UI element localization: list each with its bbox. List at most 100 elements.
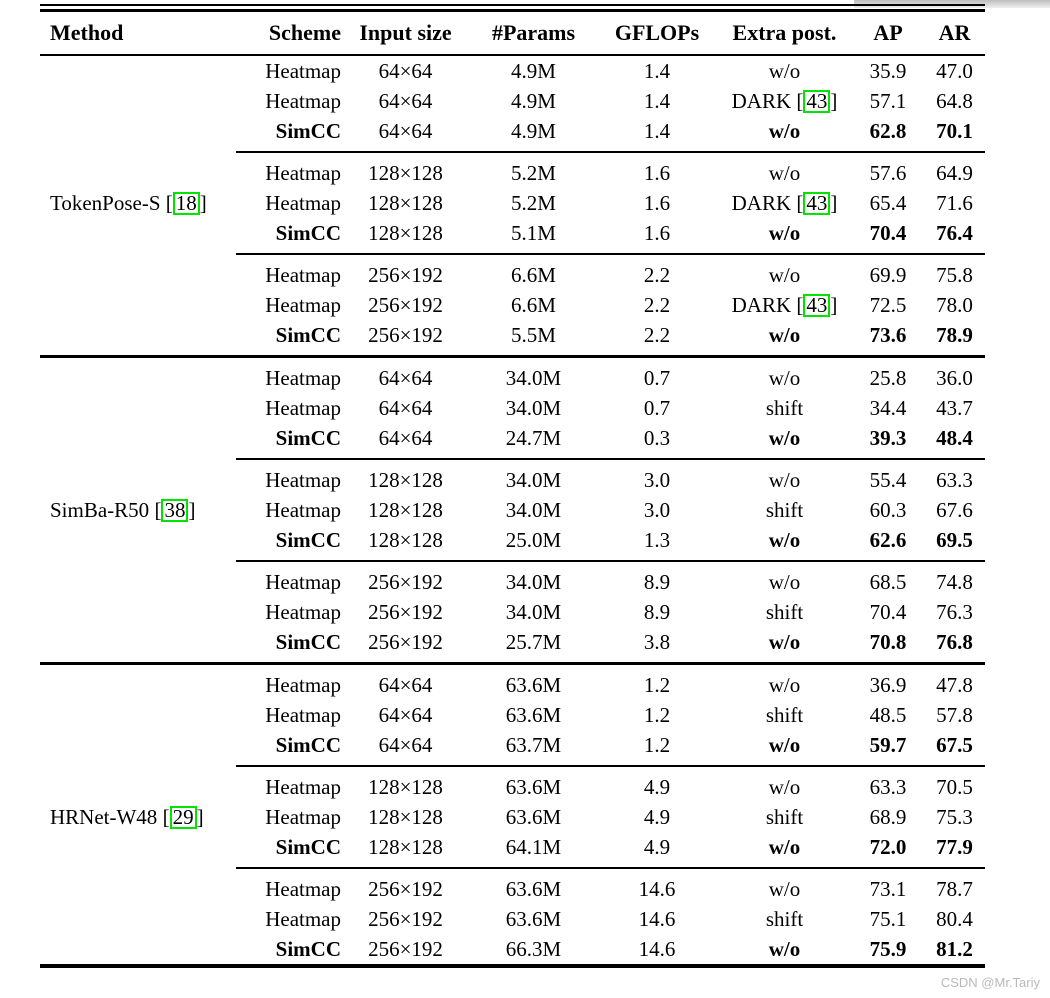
citation-close-bracket: ]	[196, 804, 204, 829]
table-row: Heatmap 128×128 34.0M 3.0 w/o 55.4 63.3	[236, 465, 985, 495]
citation-close-bracket: ]	[830, 292, 838, 317]
citation-link[interactable]: 43	[803, 191, 831, 216]
cell-ar: 48.4	[936, 425, 973, 450]
col-header-gflops: GFLOPs	[614, 20, 700, 45]
cell-gflops: 2.2	[643, 292, 671, 317]
cell-extra: w/o	[768, 118, 801, 143]
cell-extra: DARK [43]	[717, 89, 852, 114]
table-row: SimCC 64×64 4.9M 1.4 w/o 62.8 70.1	[236, 116, 985, 146]
table-row: Heatmap 256×192 6.6M 2.2 DARK [43] 72.5 78.0	[236, 290, 985, 320]
col-header-params: #Params	[491, 20, 576, 45]
cell-scheme: Heatmap	[265, 190, 341, 215]
cell-params: 63.6M	[505, 804, 562, 829]
cell-gflops: 14.6	[638, 906, 676, 931]
cell-scheme: Heatmap	[265, 160, 341, 185]
cell-gflops: 1.6	[643, 190, 671, 215]
cell-ap: 57.6	[869, 160, 907, 185]
cell-extra: w/o	[768, 732, 801, 757]
table-row: SimCC 128×128 5.1M 1.6 w/o 70.4 76.4	[236, 218, 985, 248]
table-row: Heatmap 64×64 34.0M 0.7 shift 34.4 43.7	[236, 393, 985, 423]
cell-ap: 75.1	[869, 906, 907, 931]
cell-params: 34.0M	[505, 467, 562, 492]
cell-ar: 78.7	[936, 876, 973, 901]
cell-input: 128×128	[368, 160, 443, 185]
citation-close-bracket: ]	[188, 497, 196, 522]
cell-params: 63.6M	[505, 906, 562, 931]
cell-ap: 55.4	[869, 467, 907, 492]
cell-input: 256×192	[368, 569, 443, 594]
cell-extra: w/o	[768, 774, 801, 799]
cell-gflops: 1.4	[643, 88, 671, 113]
table-row: Heatmap 128×128 5.2M 1.6 w/o 57.6 64.9	[236, 158, 985, 188]
cell-extra: shift	[765, 497, 804, 522]
cell-ap: 68.9	[869, 804, 907, 829]
cell-input: 128×128	[368, 804, 443, 829]
col-header-input-size: Input size	[359, 20, 452, 45]
citation-link[interactable]: 43	[803, 89, 831, 114]
col-header-method: Method	[50, 20, 124, 45]
cell-extra: w/o	[768, 365, 801, 390]
cell-ar: 71.6	[936, 190, 973, 215]
cell-params: 4.9M	[511, 88, 556, 113]
cell-input: 64×64	[378, 702, 433, 727]
cell-params: 64.1M	[505, 834, 562, 859]
cell-input: 256×192	[368, 629, 443, 654]
cell-ar: 67.5	[936, 732, 973, 757]
cell-ar: 76.3	[936, 599, 973, 624]
table-row: Heatmap 64×64 4.9M 1.4 w/o 35.9 47.0	[236, 56, 985, 86]
col-header-ar: AR	[938, 20, 971, 45]
citation-link[interactable]: 43	[803, 293, 831, 318]
cell-ap: 73.1	[869, 876, 907, 901]
table-row: Heatmap 64×64 34.0M 0.7 w/o 25.8 36.0	[236, 363, 985, 393]
citation-link[interactable]: 18	[172, 191, 200, 216]
cell-input: 128×128	[368, 497, 443, 522]
cell-gflops: 0.3	[643, 425, 671, 450]
cell-gflops: 8.9	[643, 569, 671, 594]
cell-gflops: 1.3	[643, 527, 671, 552]
cell-gflops: 8.9	[643, 599, 671, 624]
cell-ar: 47.0	[936, 58, 973, 83]
cell-gflops: 1.6	[643, 160, 671, 185]
cell-gflops: 2.2	[643, 262, 671, 287]
cell-gflops: 14.6	[638, 936, 676, 961]
cell-input: 256×192	[368, 292, 443, 317]
cell-params: 63.6M	[505, 876, 562, 901]
table-row: SimCC 128×128 25.0M 1.3 w/o 62.6 69.5	[236, 525, 985, 555]
cell-extra: w/o	[768, 629, 801, 654]
citation-open-bracket: [	[160, 190, 173, 215]
group-divider-rule	[40, 350, 985, 363]
cell-scheme: Heatmap	[265, 774, 341, 799]
cell-params: 63.6M	[505, 774, 562, 799]
cell-params: 5.2M	[511, 190, 556, 215]
method-name: SimBa-R50	[50, 497, 150, 522]
cell-input: 256×192	[368, 906, 443, 931]
cell-ap: 62.8	[869, 118, 907, 143]
cell-extra: w/o	[768, 672, 801, 697]
cell-extra: shift	[765, 599, 804, 624]
cell-params: 5.1M	[511, 220, 556, 245]
cell-ar: 75.8	[936, 262, 973, 287]
citation-link[interactable]: 29	[169, 805, 197, 830]
citation-close-bracket: ]	[199, 190, 207, 215]
cell-params: 6.6M	[511, 262, 556, 287]
cell-gflops: 4.9	[643, 804, 671, 829]
cell-ar: 80.4	[936, 906, 973, 931]
cell-ar: 77.9	[936, 834, 973, 859]
cell-params: 63.6M	[505, 702, 562, 727]
cell-ar: 75.3	[936, 804, 973, 829]
block-divider-rule	[236, 760, 985, 772]
cell-input: 128×128	[368, 467, 443, 492]
cell-input: 128×128	[368, 774, 443, 799]
cell-scheme: Heatmap	[265, 365, 341, 390]
citation-close-bracket: ]	[830, 190, 838, 215]
cell-extra: w/o	[768, 220, 801, 245]
cell-input: 256×192	[368, 322, 443, 347]
citation-link[interactable]: 38	[161, 498, 189, 523]
cell-params: 25.7M	[505, 629, 562, 654]
cell-scheme: Heatmap	[265, 804, 341, 829]
cell-extra: w/o	[768, 876, 801, 901]
cell-scheme: Heatmap	[265, 262, 341, 287]
cell-gflops: 4.9	[643, 834, 671, 859]
cell-ap: 59.7	[869, 732, 907, 757]
cell-extra: w/o	[768, 467, 801, 492]
